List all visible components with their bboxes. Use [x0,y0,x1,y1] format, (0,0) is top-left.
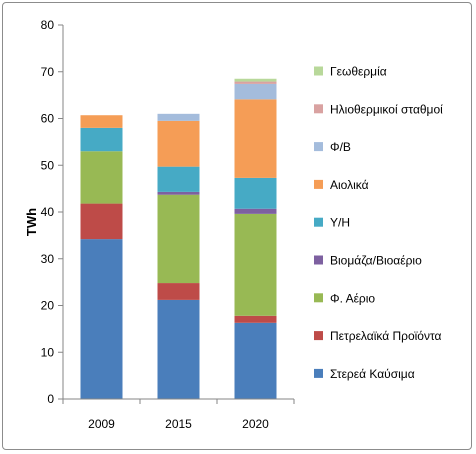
x-tick-label: 2020 [242,417,269,431]
bar-segment [157,113,200,121]
y-tick-label: 40 [41,205,55,219]
y-axis: 0 10 20 30 40 50 60 70 80 [41,18,64,406]
legend-swatch [314,293,323,303]
x-tick-label: 2015 [165,417,192,431]
bar-segment [157,191,200,195]
bar-segment [234,81,277,84]
legend-swatch [314,179,323,189]
bar-segment [157,194,200,284]
bar-segment [157,299,200,399]
legend-swatch [314,331,323,341]
bar-segment [157,283,200,300]
bar-segment [234,315,277,323]
bar-segment [234,99,277,178]
bar-segment [80,115,123,128]
bar-segment [234,78,277,82]
bar-segment [80,127,123,152]
legend-swatch [314,66,323,76]
y-tick-label: 20 [41,299,55,313]
y-tick-label: 10 [41,345,55,359]
x-tick-label: 2009 [88,417,115,431]
y-tick-label: 30 [41,252,55,266]
legend-label: Υ/Η [330,216,350,230]
legend: Γεωθερμία Ηλιοθερμικοί σταθμοί Φ/Β Αιολικά Υ… [314,65,443,381]
legend-swatch [314,142,323,152]
legend-label: Φ. Αέριο [330,291,375,305]
y-tick-label: 70 [41,65,55,79]
bar-segment [80,151,123,204]
legend-label: Πετρελαϊκά Προϊόντα [330,329,442,343]
bars-group [80,78,277,399]
bar-segment [234,177,277,209]
bar-segment [234,213,277,316]
legend-label: Αιολικά [330,178,369,192]
bar-segment [157,120,200,167]
y-tick-label: 0 [47,392,54,406]
bar-segment [234,322,277,399]
y-tick-label: 80 [41,18,55,32]
legend-label: Στερεά Καύσιμα [330,367,415,381]
bar-segment [80,203,123,240]
legend-label: Γεωθερμία [330,65,387,79]
legend-swatch [314,217,323,227]
y-tick-label: 60 [41,112,55,126]
legend-label: Ηλιοθερμικοί σταθμοί [330,102,443,116]
bar-segment [234,208,277,214]
legend-label: Βιομάζα/Βιοαέριο [330,254,422,268]
bar-segment [234,83,277,100]
x-axis: 2009 2015 2020 [62,398,295,431]
bar-segment [157,166,200,192]
y-axis-label: TWh [24,208,39,236]
legend-swatch [314,255,323,265]
y-tick-label: 50 [41,158,55,172]
legend-swatch [314,104,323,114]
legend-swatch [314,368,323,378]
legend-label: Φ/Β [330,140,351,154]
bar-segment [80,239,123,399]
